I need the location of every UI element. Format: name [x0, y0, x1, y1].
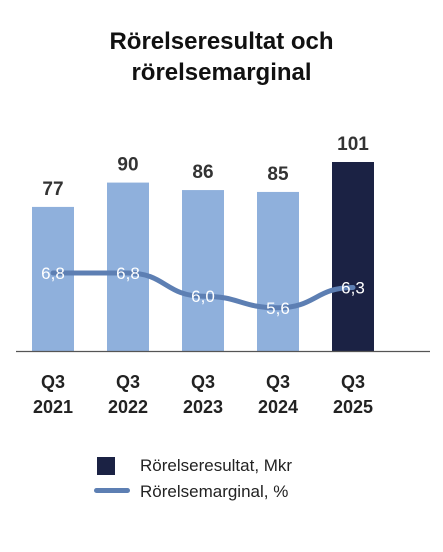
margin-value-label-3: 5,6 [266, 299, 290, 318]
legend-label-operating-result: Rörelseresultat, Mkr [140, 456, 293, 475]
bar-value-label-3: 85 [267, 164, 289, 185]
x-tick-label-quarter-1: Q3 [116, 372, 140, 392]
bar-value-label-0: 77 [42, 179, 63, 200]
margin-value-label-2: 6,0 [191, 287, 215, 306]
x-tick-label-year-0: 2021 [33, 397, 73, 417]
bar-4 [332, 162, 374, 351]
bar-3 [257, 191, 299, 351]
margin-value-label-1: 6,8 [116, 264, 140, 283]
bar-value-label-1: 90 [117, 155, 138, 176]
chart-title: Rörelseresultat och rörelsemarginal [0, 26, 443, 88]
x-tick-label-quarter-3: Q3 [266, 372, 290, 392]
bar-value-label-2: 86 [192, 162, 213, 183]
bar-value-label-4: 101 [337, 134, 369, 155]
chart-title-line-2: rörelsemarginal [131, 59, 312, 86]
x-tick-label-quarter-0: Q3 [41, 372, 65, 392]
chart-area: 77 90 86 85 101 6,8 6,8 6,0 5,6 6,3 Q3 2021 Q3 2022 Q3… [16, 134, 430, 417]
x-tick-label-year-1: 2022 [108, 397, 148, 417]
margin-value-label-0: 6,8 [41, 264, 65, 283]
bar-0 [32, 206, 74, 351]
bar-1 [107, 182, 149, 351]
x-tick-label-year-4: 2025 [333, 397, 373, 417]
margin-line [50, 270, 356, 311]
legend-swatch-line [94, 488, 130, 493]
chart-title-line-1: Rörelseresultat och [109, 28, 334, 55]
x-tick-label-quarter-4: Q3 [341, 372, 365, 392]
x-tick-label-year-3: 2024 [258, 397, 298, 417]
legend-label-operating-margin: Rörelsemarginal, % [140, 482, 289, 501]
margin-value-label-4: 6,3 [341, 279, 365, 298]
bar-2 [182, 190, 224, 351]
x-tick-label-quarter-2: Q3 [191, 372, 215, 392]
legend-swatch-bar [97, 457, 115, 475]
x-tick-label-year-2: 2023 [183, 397, 223, 417]
